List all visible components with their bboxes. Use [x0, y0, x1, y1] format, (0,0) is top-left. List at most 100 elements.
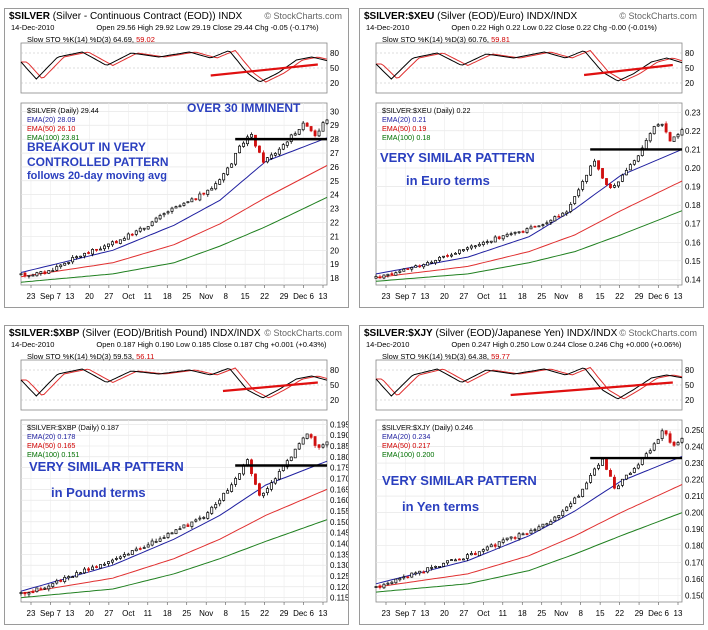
- candle-body: [593, 468, 597, 476]
- candle-body: [513, 537, 517, 539]
- candle-body: [87, 252, 90, 254]
- time-tick-label: Sep 7: [395, 292, 416, 301]
- candle-body: [525, 533, 529, 535]
- candle-body: [325, 119, 329, 124]
- price-legend: $SILVER:$XJY (Daily) 0.246: [382, 423, 473, 432]
- price-frame: [20, 102, 328, 286]
- ema50-legend: EMA(50) 0.217: [382, 441, 431, 450]
- brand-label: © StockCharts.com: [264, 328, 342, 338]
- candle-body: [406, 576, 410, 579]
- candle-body: [636, 155, 640, 162]
- ema50-legend: EMA(50) 0.165: [27, 441, 76, 450]
- candle-body: [374, 586, 378, 588]
- time-tick-label: 8: [223, 609, 228, 618]
- candle-body: [581, 488, 585, 497]
- candle-body: [254, 134, 257, 147]
- candle-body: [458, 249, 461, 254]
- candle-body: [565, 211, 569, 214]
- sto-label: Slow STO %K(14) %D(3) 64.69, 59.02: [27, 35, 155, 44]
- price-tick-label: 29: [330, 121, 339, 130]
- candle-body: [31, 591, 35, 594]
- candle-body: [569, 503, 573, 508]
- price-tick-label: 0.145: [330, 529, 349, 538]
- candle-body: [321, 444, 325, 448]
- candle-body: [261, 152, 265, 163]
- candle-body: [305, 122, 309, 127]
- candle-body: [402, 576, 406, 579]
- sto-trendline: [222, 381, 318, 393]
- time-tick-label: Dec 6: [648, 292, 669, 301]
- candle-body: [202, 517, 206, 519]
- candle-body: [106, 561, 110, 564]
- price-tick-label: 0.185: [330, 442, 349, 451]
- candle-body: [170, 532, 174, 535]
- candle-body: [553, 516, 557, 522]
- candle-body: [23, 591, 27, 595]
- candle-body: [265, 488, 269, 494]
- candle-body: [309, 126, 313, 132]
- time-tick-label: 29: [635, 292, 644, 301]
- chart-symbol: $SILVER:$XBP: [9, 328, 80, 339]
- candle-body: [517, 533, 521, 539]
- candle-body: [426, 567, 430, 573]
- price-tick-label: 0.170: [330, 475, 349, 484]
- time-tick-label: 13: [65, 292, 74, 301]
- sto-axis-label: 50: [685, 381, 694, 390]
- candle-body: [325, 441, 329, 446]
- ema-line: [375, 180, 683, 279]
- candle-body: [226, 167, 230, 175]
- candle-body: [230, 484, 234, 492]
- chart-subtitle: (Silver (EOD)/British Pound): [82, 328, 208, 339]
- time-tick-label: 15: [241, 292, 250, 301]
- price-tick-label: 0.165: [330, 485, 349, 494]
- ema100-legend: EMA(100) 23.81: [27, 133, 80, 142]
- candle-body: [458, 558, 461, 561]
- candle-body: [19, 592, 23, 594]
- candle-body: [246, 459, 249, 466]
- price-tick-label: 0.190: [685, 525, 704, 534]
- candle-body: [238, 145, 242, 154]
- candle-body: [47, 585, 51, 590]
- sto-axis-label: 20: [685, 79, 694, 88]
- candle-body: [75, 572, 79, 578]
- time-tick-label: 22: [260, 292, 269, 301]
- candle-body: [210, 506, 214, 514]
- candle-body: [250, 134, 253, 138]
- time-tick-label: Dec 6: [293, 609, 314, 618]
- time-tick-label: Nov: [199, 609, 213, 618]
- chart-date: 14-Dec-2010: [11, 340, 55, 349]
- candle-body: [95, 566, 98, 568]
- candle-body: [664, 123, 668, 133]
- candle-body: [277, 148, 281, 155]
- brand-label: © StockCharts.com: [264, 11, 342, 21]
- candle-body: [561, 212, 565, 217]
- price-tick-label: 0.170: [685, 558, 704, 567]
- candle-body: [19, 273, 23, 276]
- candle-body: [99, 564, 102, 569]
- ema-line: [20, 488, 328, 594]
- ema50-legend: EMA(50) 26.10: [27, 124, 76, 133]
- candle-body: [317, 444, 321, 448]
- candle-body: [269, 482, 273, 490]
- sto-axis-label: 80: [330, 49, 339, 58]
- price-tick-label: 0.180: [330, 453, 349, 462]
- candle-body: [297, 129, 301, 135]
- candle-body: [664, 430, 668, 435]
- candle-body: [31, 274, 35, 277]
- candle-body: [378, 276, 382, 279]
- candle-body: [222, 492, 226, 501]
- candle-body: [63, 577, 67, 583]
- candle-body: [481, 549, 485, 552]
- candle-body: [616, 181, 620, 187]
- candle-body: [35, 587, 39, 593]
- candle-body: [222, 173, 226, 181]
- price-tick-label: 0.150: [685, 591, 704, 600]
- price-legend: $SILVER:$XEU (Daily) 0.22: [382, 106, 471, 115]
- candle-body: [680, 437, 684, 443]
- candle-body: [676, 134, 680, 138]
- sto-d-value: 56.11: [136, 352, 155, 361]
- time-tick-label: 22: [615, 292, 624, 301]
- price-tick-label: 0.155: [330, 507, 349, 516]
- ema20-legend: EMA(20) 0.234: [382, 432, 431, 441]
- candle-body: [605, 178, 608, 185]
